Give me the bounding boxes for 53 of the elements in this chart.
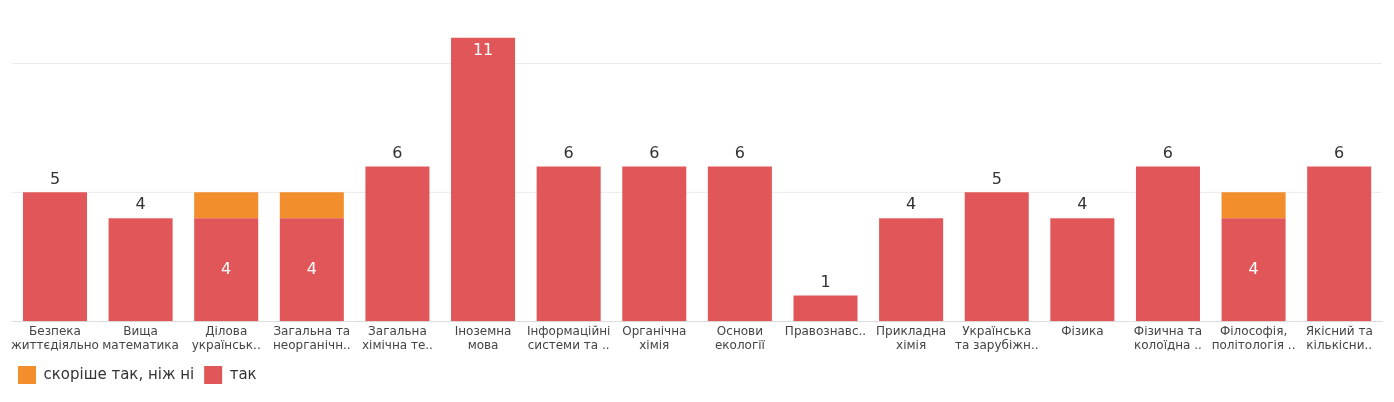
bar [365, 166, 430, 322]
legend-label: так [229, 364, 257, 383]
data-label: 5 [49, 168, 61, 188]
data-label: 6 [1162, 142, 1174, 162]
x-tick-label: Іноземна мова [454, 323, 512, 352]
data-label: 6 [649, 142, 660, 162]
data-label: 4 [221, 258, 232, 278]
bar [964, 192, 1029, 322]
bar [194, 218, 259, 322]
x-tick-label: Фізика [1061, 323, 1104, 338]
bar [793, 295, 858, 322]
x-tick-label: Загальна та неорганічн.. [273, 323, 351, 352]
bar [108, 218, 173, 322]
data-label: 6 [734, 142, 745, 162]
bar [879, 218, 944, 322]
x-tick-label: Основи екології [714, 323, 766, 352]
x-tick-label: Інформаційні системи та .. [526, 323, 611, 352]
data-label: 11 [472, 39, 494, 59]
bar [1221, 192, 1286, 219]
bar [1221, 218, 1286, 322]
data-label: 4 [906, 194, 917, 214]
x-tick-label: Прикладна хімія [876, 323, 947, 352]
x-tick-label: Якісний та кількісни.. [1305, 323, 1373, 352]
data-label: 1 [820, 271, 831, 291]
data-label: 6 [563, 142, 574, 162]
data-label: 4 [1248, 258, 1259, 278]
x-tick-label: Ділова українськ.. [191, 323, 261, 352]
bar [707, 166, 772, 322]
x-tick-label: Безпека життєдіяльно [10, 323, 99, 352]
data-label: 6 [392, 142, 403, 162]
x-tick-label: Українська та зарубіжн.. [954, 323, 1039, 352]
x-tick-label: Органічна хімія [622, 323, 687, 352]
x-tick-label: Загальна хімічна те.. [361, 323, 433, 352]
bar [1307, 166, 1372, 322]
data-label: 5 [991, 168, 1002, 188]
bar [22, 192, 87, 322]
x-tick-label: Правознавс.. [784, 323, 867, 338]
bar [279, 192, 344, 219]
x-tick-label: Вища математика [102, 323, 179, 352]
bar [1135, 166, 1200, 322]
bar [1050, 218, 1115, 322]
data-label: 6 [1334, 142, 1345, 162]
data-label: 4 [306, 258, 317, 278]
bar [622, 166, 687, 322]
bar [451, 37, 516, 322]
x-tick-label: Фізична та колоїдна .. [1133, 323, 1203, 352]
legend-label: скоріше так, ніж ні [43, 364, 195, 383]
bar [279, 218, 344, 322]
bar [194, 192, 259, 219]
bar [536, 166, 601, 322]
data-label: 4 [1077, 194, 1088, 214]
x-tick-label: Філософія, політологія .. [1211, 323, 1296, 352]
data-label: 4 [135, 194, 146, 214]
